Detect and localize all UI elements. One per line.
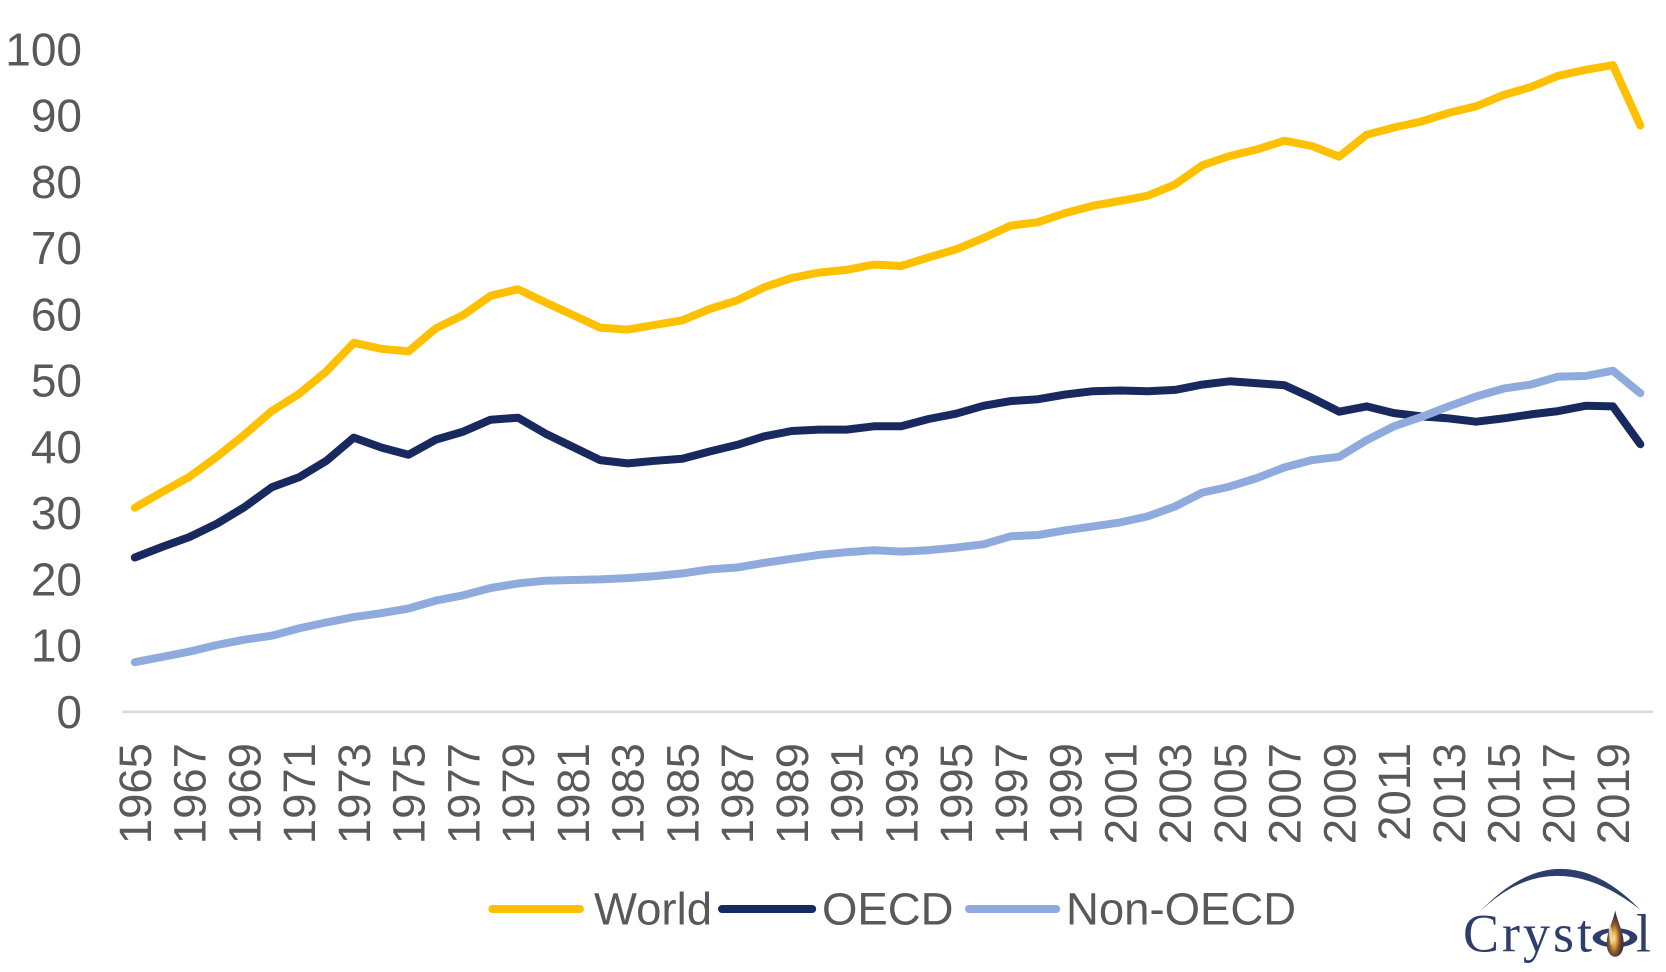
svg-text:0: 0	[56, 686, 82, 738]
svg-text:1989: 1989	[767, 743, 818, 844]
svg-text:2009: 2009	[1314, 743, 1365, 844]
svg-text:Non-OECD: Non-OECD	[1066, 884, 1296, 935]
svg-text:2003: 2003	[1150, 743, 1201, 844]
svg-text:90: 90	[31, 90, 82, 142]
svg-text:30: 30	[31, 487, 82, 539]
svg-text:1995: 1995	[931, 743, 982, 844]
svg-text:1977: 1977	[439, 743, 490, 844]
svg-text:1985: 1985	[658, 743, 709, 844]
svg-text:World: World	[594, 884, 712, 935]
svg-text:Cryst: Cryst	[1463, 904, 1595, 964]
svg-text:1983: 1983	[603, 743, 654, 844]
svg-text:2017: 2017	[1533, 743, 1584, 844]
svg-text:1993: 1993	[876, 743, 927, 844]
svg-text:2011: 2011	[1369, 743, 1420, 841]
svg-text:1971: 1971	[274, 743, 325, 844]
svg-text:20: 20	[31, 553, 82, 605]
svg-text:1999: 1999	[1041, 743, 1092, 844]
svg-text:70: 70	[31, 222, 82, 274]
svg-text:1991: 1991	[822, 743, 873, 844]
svg-text:1973: 1973	[329, 743, 380, 844]
svg-text:2013: 2013	[1424, 743, 1475, 844]
svg-text:2007: 2007	[1260, 743, 1311, 844]
svg-text:2019: 2019	[1588, 743, 1639, 844]
svg-text:2015: 2015	[1479, 743, 1530, 844]
svg-text:1967: 1967	[165, 743, 216, 844]
svg-text:80: 80	[31, 156, 82, 208]
svg-text:1975: 1975	[384, 743, 435, 844]
svg-text:2001: 2001	[1095, 743, 1146, 844]
svg-text:2005: 2005	[1205, 743, 1256, 844]
svg-text:1997: 1997	[986, 743, 1037, 844]
svg-text:10: 10	[31, 620, 82, 672]
svg-text:OECD: OECD	[822, 884, 953, 935]
svg-text:1987: 1987	[712, 743, 763, 844]
svg-text:40: 40	[31, 421, 82, 473]
svg-text:1969: 1969	[220, 743, 271, 844]
svg-text:100: 100	[5, 23, 82, 75]
svg-text:1981: 1981	[548, 743, 599, 844]
svg-text:1965: 1965	[110, 743, 161, 844]
svg-text:60: 60	[31, 288, 82, 340]
svg-text:50: 50	[31, 355, 82, 407]
svg-text:l: l	[1636, 904, 1651, 964]
svg-text:1979: 1979	[493, 743, 544, 844]
